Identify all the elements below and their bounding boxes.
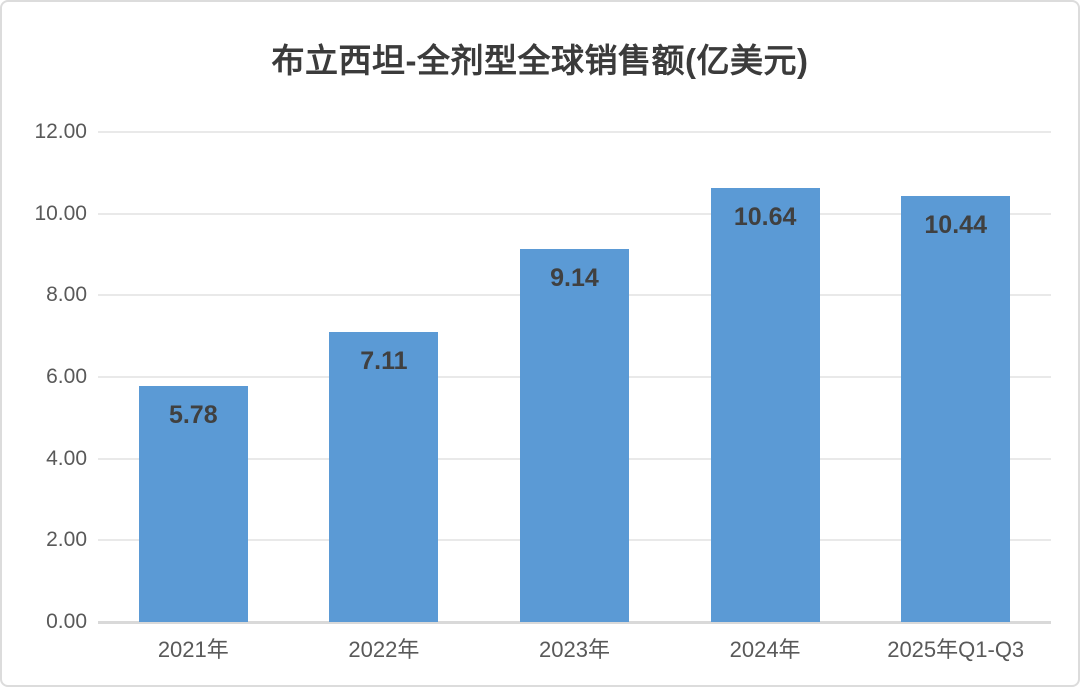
x-axis-category-label: 2021年 <box>157 637 229 662</box>
y-axis-tick-label: 4.00 <box>46 446 87 470</box>
y-axis-tick-label: 12.00 <box>34 120 87 143</box>
bar <box>138 385 248 622</box>
x-axis-category-label: 2022年 <box>348 637 420 662</box>
bar-value-label: 5.78 <box>168 400 218 429</box>
x-axis-line <box>98 621 1051 624</box>
bar-value-label: 7.11 <box>360 346 408 375</box>
gridline <box>98 212 1051 215</box>
x-axis-category-label: 2023年 <box>539 637 610 662</box>
y-axis-tick-label: 6.00 <box>46 365 87 388</box>
bar <box>329 331 439 622</box>
y-axis-tick-label: 8.00 <box>46 283 87 307</box>
y-axis-tick-label: 0.00 <box>46 610 87 633</box>
bar-value-label: 10.44 <box>924 210 987 239</box>
bar <box>901 195 1011 622</box>
bar <box>520 248 629 622</box>
bar <box>710 187 820 622</box>
x-axis-category-label: 2025年Q1-Q3 <box>887 637 1025 662</box>
gridline <box>98 131 1051 133</box>
y-axis-tick-label: 10.00 <box>34 201 87 225</box>
y-axis-tick-label: 2.00 <box>46 528 87 552</box>
x-axis-category-label: 2024年 <box>729 637 801 662</box>
bar-value-label: 9.14 <box>550 263 599 292</box>
chart-title: 布立西坦-全剂型全球销售额(亿美元) <box>271 42 809 79</box>
bar-value-label: 10.64 <box>733 202 797 231</box>
